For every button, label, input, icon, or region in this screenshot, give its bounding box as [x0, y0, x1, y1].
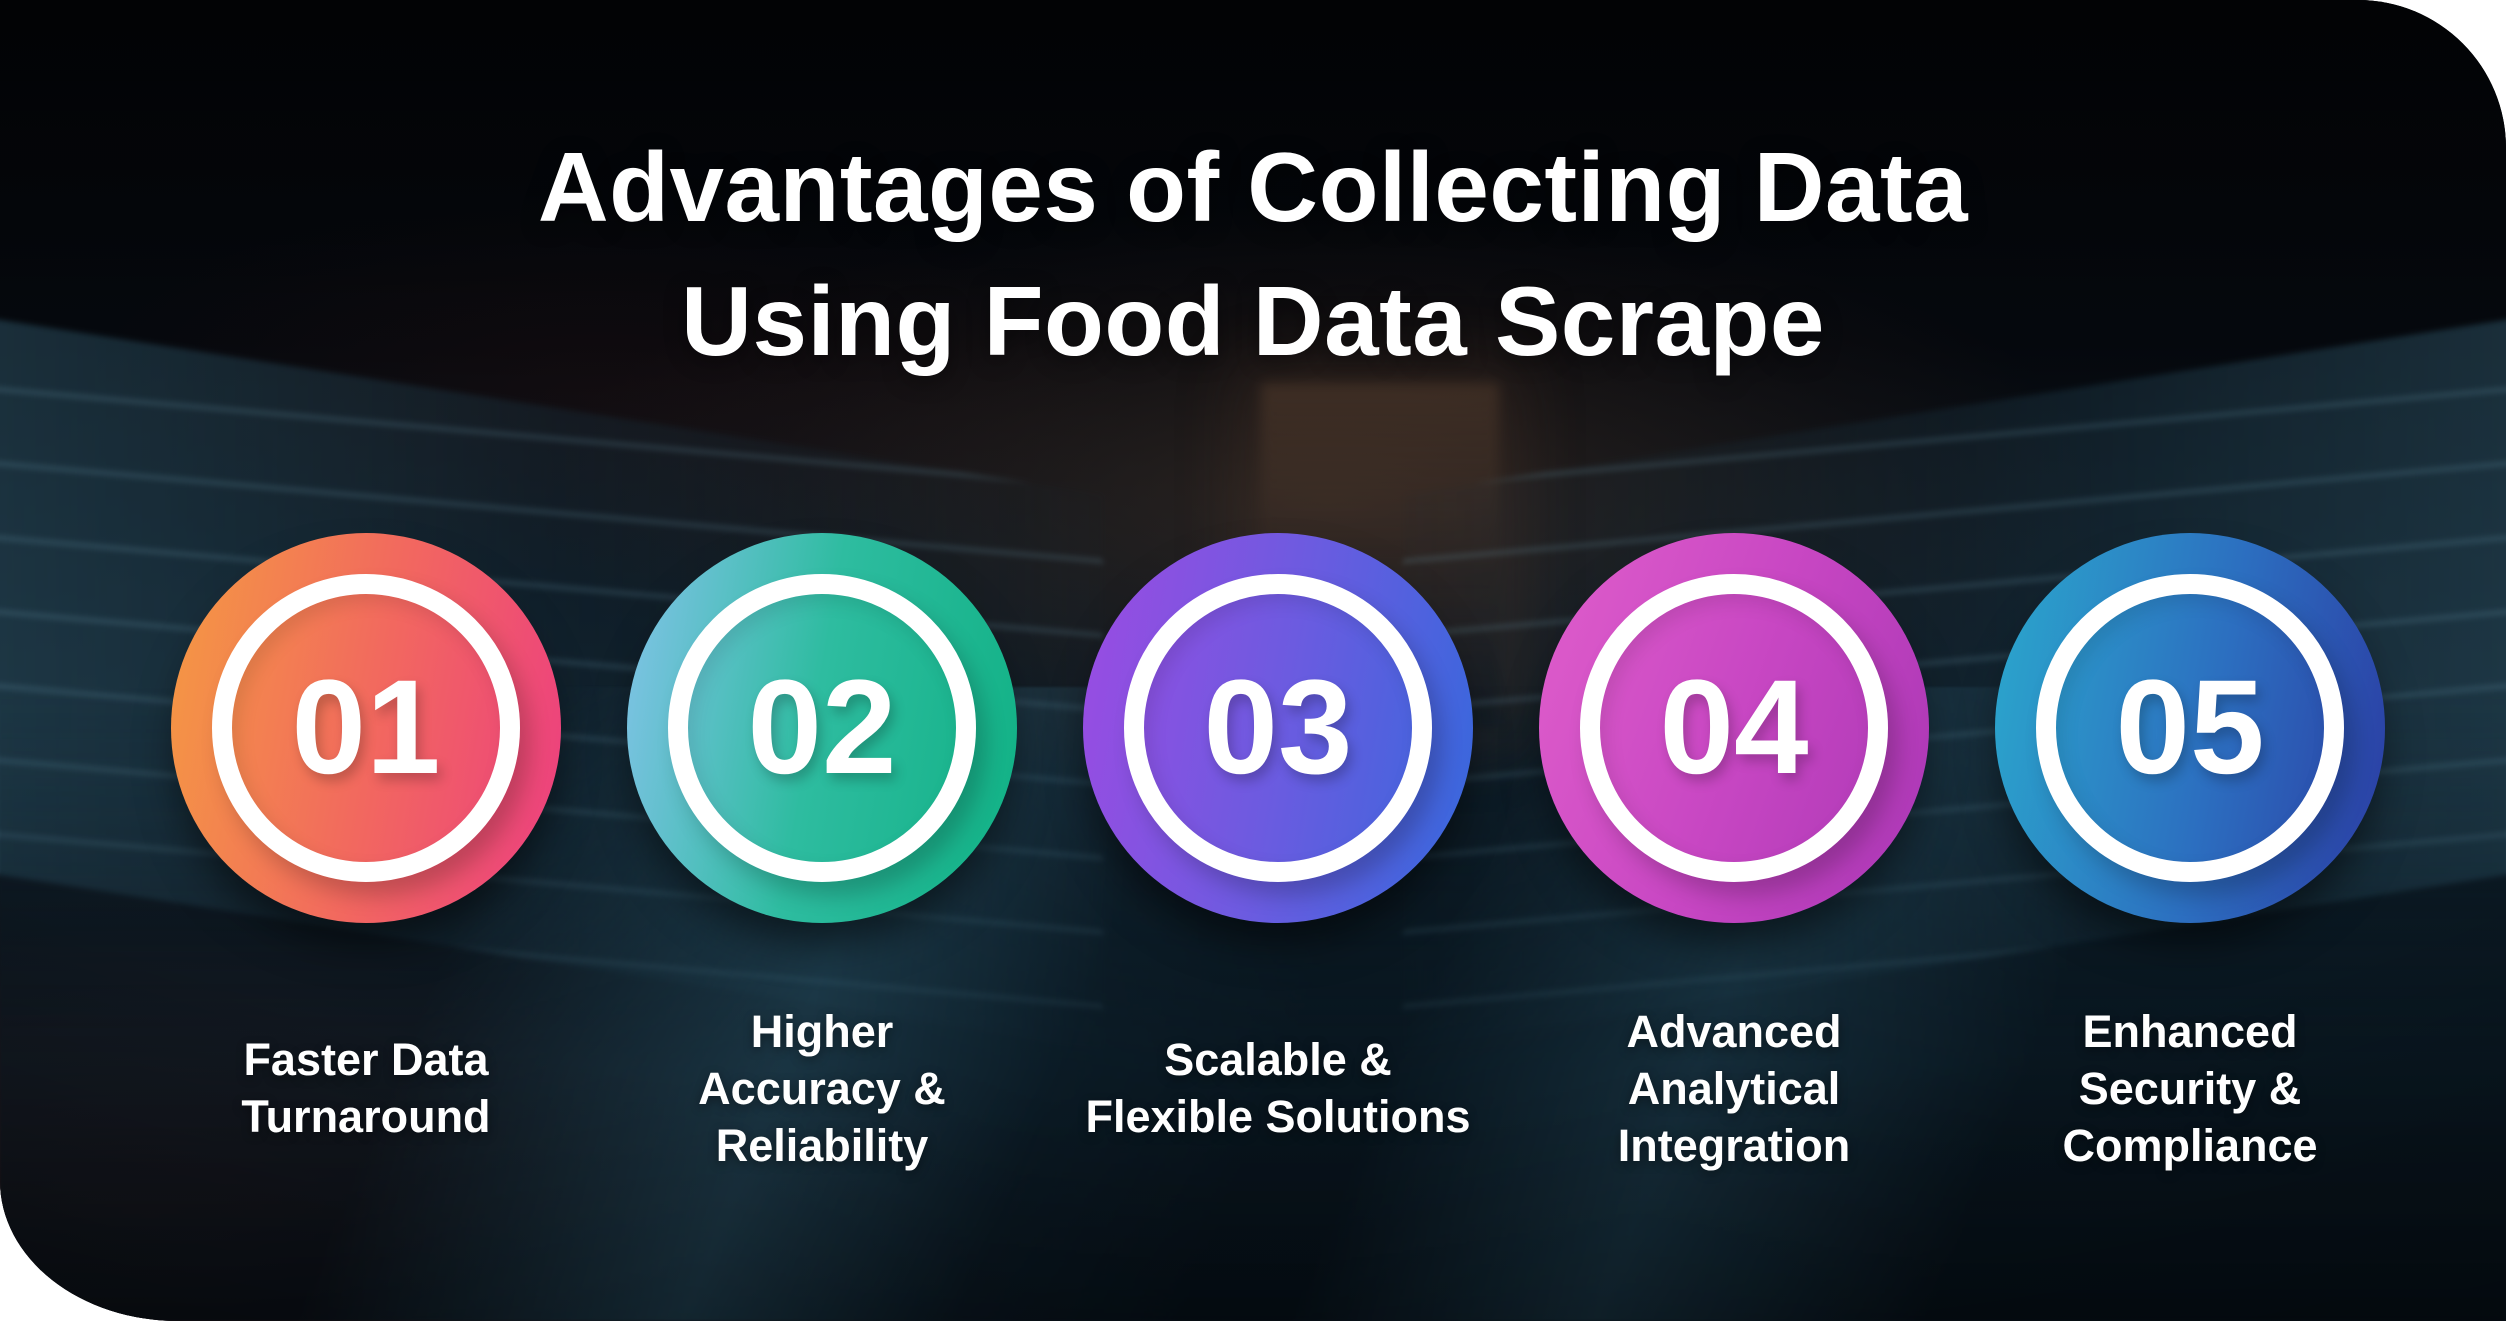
- badge-ring-1: 01: [212, 574, 520, 882]
- badge-ring-2: 02: [668, 574, 976, 882]
- advantage-label-4-line-3: Integration: [1617, 1119, 1851, 1171]
- advantage-number-3: 03: [1203, 653, 1353, 802]
- advantage-label-1: Faster Data Turnaround: [241, 973, 490, 1203]
- advantage-item-1: 01 Faster Data Turnaround: [138, 533, 594, 1203]
- advantage-item-4: 04 Advanced Analytical Integration: [1506, 533, 1962, 1203]
- advantage-number-1: 01: [291, 653, 441, 802]
- advantage-item-5: 05 Enhanced Security & Compliance: [1962, 533, 2418, 1203]
- advantage-label-4: Advanced Analytical Integration: [1618, 973, 1851, 1203]
- advantage-label-3-line-1: Scalable &: [1164, 1034, 1392, 1085]
- title-line-2: Using Food Data Scrape: [681, 266, 1825, 377]
- advantage-label-4-line-1: Advanced: [1626, 1005, 1842, 1057]
- advantage-label-1-line-2: Turnaround: [241, 1091, 491, 1142]
- page-title: Advantages of Collecting Data Using Food…: [0, 120, 2506, 389]
- title-line-1: Advantages of Collecting Data: [537, 132, 1969, 242]
- advantage-label-2-line-1: Higher: [750, 1005, 894, 1057]
- advantage-badge-2: 02: [627, 533, 1017, 923]
- advantage-item-3: 03 Scalable & Flexible Solutions: [1050, 533, 1506, 1203]
- advantage-number-5: 05: [2115, 653, 2265, 802]
- advantage-badge-5: 05: [1995, 533, 2385, 923]
- advantage-number-2: 02: [747, 653, 897, 802]
- advantages-row: 01 Faster Data Turnaround 02 Higher Accu…: [25, 533, 2506, 1203]
- advantage-badge-1: 01: [171, 533, 561, 923]
- advantage-label-2-line-3: Reliability: [715, 1119, 929, 1171]
- advantage-label-2-line-2: Accuracy &: [698, 1062, 946, 1114]
- advantage-label-3-line-2: Flexible Solutions: [1085, 1091, 1471, 1142]
- badge-ring-4: 04: [1580, 574, 1888, 882]
- advantage-label-5-line-2: Security &: [2078, 1062, 2302, 1114]
- advantage-label-5: Enhanced Security & Compliance: [2062, 973, 2317, 1203]
- advantage-label-2: Higher Accuracy & Reliability: [698, 973, 946, 1203]
- badge-ring-3: 03: [1124, 574, 1432, 882]
- advantage-label-5-line-1: Enhanced: [2082, 1005, 2298, 1057]
- advantage-label-5-line-3: Compliance: [2062, 1119, 2318, 1171]
- advantage-number-4: 04: [1659, 653, 1809, 802]
- badge-ring-5: 05: [2036, 574, 2344, 882]
- advantage-item-2: 02 Higher Accuracy & Reliability: [594, 533, 1050, 1203]
- advantage-badge-4: 04: [1539, 533, 1929, 923]
- advantage-label-4-line-2: Analytical: [1627, 1062, 1841, 1114]
- advantage-label-3: Scalable & Flexible Solutions: [1085, 973, 1470, 1203]
- advantage-label-1-line-1: Faster Data: [243, 1034, 489, 1085]
- advantage-badge-3: 03: [1083, 533, 1473, 923]
